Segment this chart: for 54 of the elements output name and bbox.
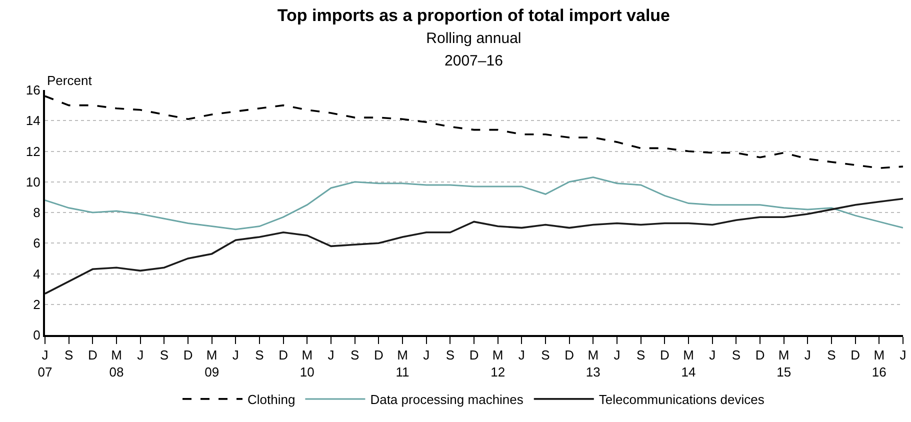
y-tick-label: 10 [26, 174, 40, 190]
x-tick-label: D [755, 348, 765, 363]
x-tick-label: S [636, 348, 646, 363]
x-tick-label: D [469, 348, 479, 363]
x-tick-label: S [827, 348, 836, 363]
x-tick-label: D [88, 348, 98, 363]
y-tick-label: 16 [26, 82, 40, 98]
line-series [45, 176, 903, 230]
x-tick-label: D [564, 348, 574, 363]
x-tick-label: J [328, 348, 334, 363]
x-tick-label: J [518, 348, 525, 363]
y-tick-label: 4 [33, 266, 40, 282]
x-tick-label: M 14 [681, 348, 696, 380]
legend-label: Data processing machines [370, 392, 524, 408]
x-tick-label: S [446, 348, 455, 363]
x-tick-label: J [614, 348, 620, 363]
x-tick-label: J 07 [38, 348, 52, 380]
x-tick-label: M 08 [109, 348, 124, 380]
y-axis-title: Percent [47, 73, 92, 88]
line-series [45, 198, 903, 295]
y-tick-label: 12 [26, 144, 40, 159]
x-tick-label: D [850, 348, 860, 363]
x-tick-label: D [183, 348, 193, 363]
chart-title: Top imports as a proportion of total import value [277, 6, 670, 26]
x-tick-label: J [423, 348, 430, 363]
x-tick-label: J [137, 348, 144, 363]
x-tick-label: M 16 [872, 348, 886, 380]
y-tick-label: 14 [26, 113, 40, 128]
x-tick-label: S [64, 348, 74, 363]
chart-subtitle: Rolling annual 2007–16 [426, 30, 522, 70]
x-tick-label: M 09 [204, 348, 220, 380]
x-tick-label: D [278, 348, 288, 363]
y-tick-label: 8 [33, 205, 40, 220]
x-tick-label: S [255, 348, 264, 363]
legend-label: Clothing [248, 392, 296, 408]
x-tick-label: S [350, 348, 360, 363]
x-tick-label: M 13 [586, 348, 600, 380]
x-tick-label: J [232, 348, 239, 363]
x-tick-label: M 12 [490, 348, 506, 380]
x-tick-label: M 15 [776, 348, 792, 380]
x-tick-label: S [541, 348, 550, 363]
legend-label: Telecommunications devices [598, 392, 765, 408]
x-tick-label: S [160, 348, 169, 363]
x-tick-label: D [374, 348, 384, 363]
y-tick-label: 6 [33, 236, 40, 251]
y-tick-label: 2 [33, 296, 40, 312]
x-tick-label: M 11 [396, 348, 410, 380]
x-tick-label: J [709, 348, 716, 363]
x-tick-label: J [804, 348, 811, 363]
x-tick-label: J [900, 348, 906, 363]
x-tick-label: D [660, 348, 670, 363]
x-tick-label: S [732, 348, 741, 363]
y-tick-label: 0 [33, 328, 40, 343]
x-tick-label: M 10 [300, 348, 314, 380]
